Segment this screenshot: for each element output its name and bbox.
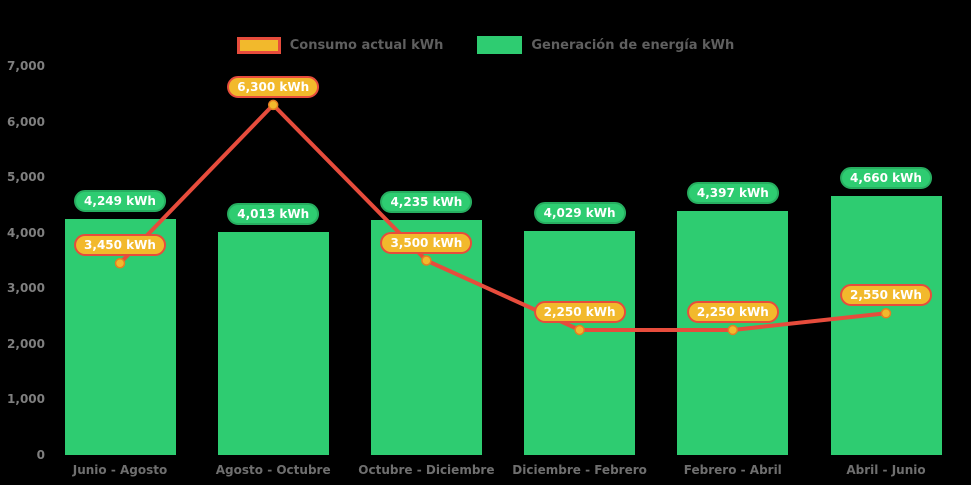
x-axis-category-label: Abril - Junio [846, 463, 926, 477]
generation-value-label: 4,029 kWh [533, 202, 626, 225]
y-axis-tick-label: 4,000 [7, 225, 45, 240]
x-axis-category-label: Octubre - Diciembre [358, 463, 495, 477]
consumption-marker[interactable] [267, 99, 279, 111]
y-axis-tick-label: 7,000 [7, 59, 45, 73]
y-axis-tick-label: 6,000 [7, 114, 45, 129]
consumption-value-label: 6,300 kWh [227, 75, 320, 98]
consumption-marker[interactable] [727, 324, 739, 336]
consumption-value-label: 2,550 kWh [840, 284, 932, 307]
generacion-swatch-icon [477, 36, 523, 54]
legend-item-generacion[interactable]: Generación de energía kWh [477, 36, 734, 54]
consumption-value-label: 2,250 kWh [533, 300, 626, 323]
legend-label-generacion: Generación de energía kWh [531, 37, 735, 53]
consumption-marker[interactable] [880, 308, 892, 319]
generation-value-label: 4,013 kWh [227, 203, 320, 225]
consumption-value-label: 2,250 kWh [686, 300, 779, 323]
consumption-line [118, 102, 887, 332]
legend-label-consumo: Consumo actual kWh [289, 37, 444, 53]
y-axis-tick-label: 2,000 [7, 336, 45, 351]
consumption-value-label: 3,450 kWh [74, 234, 166, 257]
x-axis-category-label: Febrero - Abril [683, 463, 782, 477]
consumption-marker[interactable] [421, 255, 432, 266]
consumption-value-label: 3,500 kWh [380, 231, 473, 254]
chart-legend: Consumo actual kWh Generación de energía… [0, 36, 971, 54]
consumption-marker[interactable] [574, 324, 585, 336]
x-axis-category-label: Diciembre - Febrero [512, 463, 647, 477]
y-axis-tick-label: 0 [36, 448, 45, 462]
generation-value-label: 4,660 kWh [840, 167, 932, 190]
y-axis-tick-label: 3,000 [7, 281, 45, 296]
legend-item-consumo[interactable]: Consumo actual kWh [236, 36, 444, 54]
consumo-swatch-icon [236, 36, 281, 54]
generation-value-label: 4,249 kWh [74, 189, 166, 212]
generation-bar[interactable] [524, 231, 636, 455]
consumption-marker[interactable] [114, 258, 126, 269]
y-axis-tick-label: 5,000 [7, 170, 45, 185]
generation-value-label: 4,397 kWh [686, 181, 779, 204]
x-axis-category-label: Junio - Agosto [72, 463, 168, 477]
generation-bar[interactable] [217, 231, 329, 455]
y-axis-tick-label: 1,000 [7, 392, 45, 407]
generation-bar[interactable] [830, 196, 942, 455]
generation-value-label: 4,235 kWh [380, 190, 473, 213]
x-axis-category-label: Agosto - Octubre [215, 463, 331, 477]
